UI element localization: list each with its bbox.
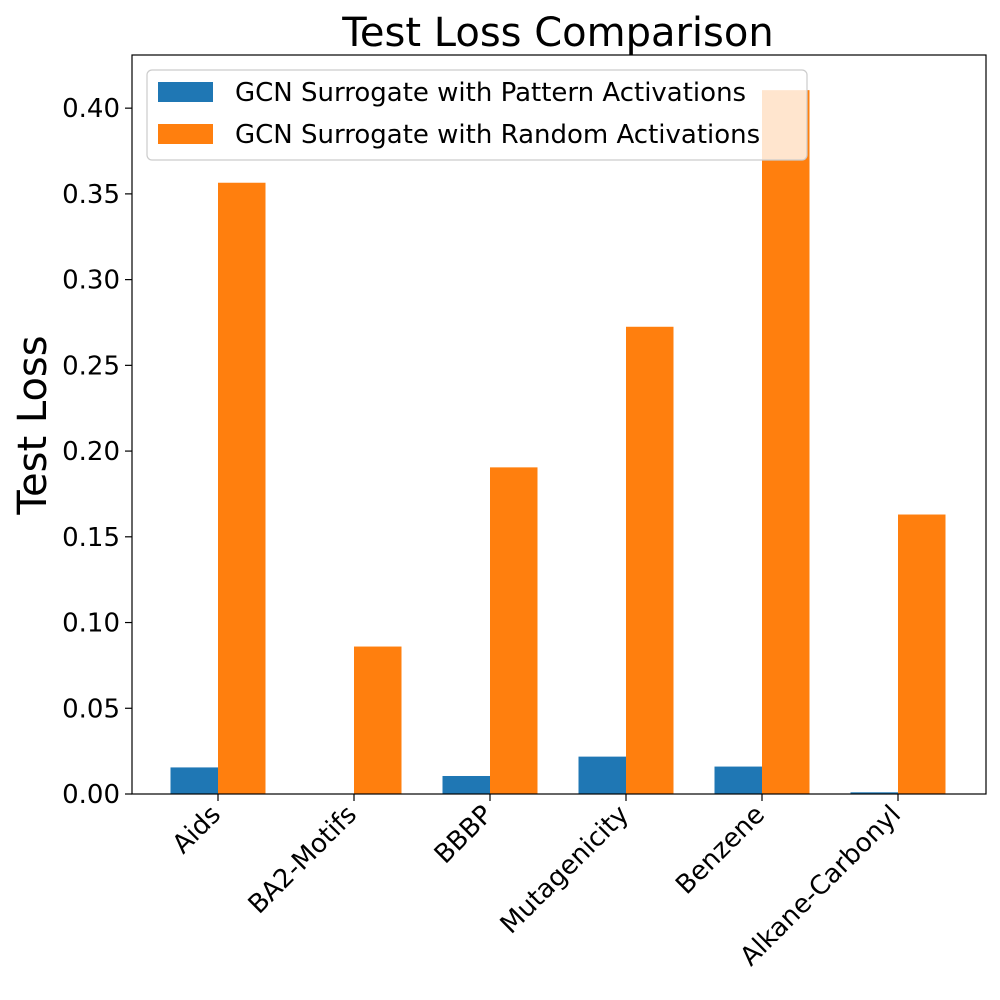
x-tick-label: BA2-Motifs	[243, 800, 363, 920]
y-tick-label: 0.35	[62, 180, 120, 210]
bar-pattern-mutagenicity	[578, 756, 626, 794]
legend-swatch-random	[158, 124, 213, 144]
bar-random-aids	[218, 182, 266, 794]
legend: GCN Surrogate with Pattern Activations G…	[146, 69, 808, 161]
y-tick-label: 0.00	[62, 780, 120, 810]
bar-pattern-alkane-carbonyl	[850, 792, 898, 794]
y-tick-label: 0.10	[62, 609, 120, 639]
legend-label-random: GCN Surrogate with Random Activations	[235, 120, 760, 150]
y-tick-label: 0.15	[62, 523, 120, 553]
y-axis-ticks: 0.00 0.05 0.10 0.15 0.20 0.25 0.30 0.35 0.40	[62, 94, 132, 810]
bar-random-benzene	[762, 90, 810, 794]
x-tick-label: BBBP	[429, 800, 499, 870]
bar-pattern-bbbp	[442, 775, 490, 794]
y-tick-label: 0.25	[62, 351, 120, 381]
y-tick-label: 0.40	[62, 94, 120, 124]
bars-group	[170, 90, 946, 794]
legend-swatch-pattern	[158, 82, 213, 102]
x-tick-label: Aids	[167, 800, 227, 860]
bar-random-mutagenicity	[626, 326, 674, 794]
bar-pattern-aids	[170, 767, 218, 794]
y-axis-label: Test Loss	[10, 335, 56, 515]
legend-box	[146, 69, 808, 161]
bar-random-bbbp	[490, 467, 538, 794]
bar-random-alkane-carbonyl	[898, 514, 946, 794]
y-tick-label: 0.30	[62, 266, 120, 296]
bar-random-ba2-motifs	[354, 646, 402, 794]
chart-title: Test Loss Comparison	[341, 10, 773, 56]
y-tick-label: 0.05	[62, 694, 120, 724]
plot-frame	[131, 54, 987, 795]
x-tick-label: Benzene	[670, 800, 771, 901]
x-tick-label: Mutagenicity	[495, 800, 635, 940]
bar-pattern-benzene	[714, 766, 762, 794]
y-tick-label: 0.20	[62, 437, 120, 467]
legend-label-pattern: GCN Surrogate with Pattern Activations	[235, 78, 746, 108]
